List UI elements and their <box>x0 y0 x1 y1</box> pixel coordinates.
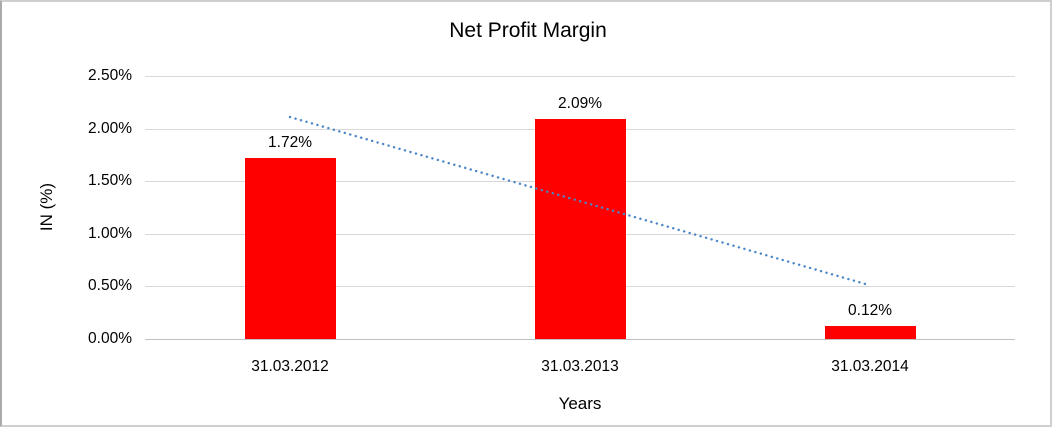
bar-data-label: 0.12% <box>848 302 892 320</box>
bar <box>534 119 626 339</box>
bar <box>824 326 916 339</box>
x-tick-label: 31.03.2012 <box>251 358 329 375</box>
y-tick-label: 0.50% <box>88 277 132 295</box>
gridline <box>145 339 1015 340</box>
gridline <box>145 76 1015 77</box>
x-tick-label: 31.03.2013 <box>541 358 619 375</box>
chart-title: Net Profit Margin <box>449 19 607 42</box>
y-tick-label: 0.00% <box>88 330 132 347</box>
x-axis-title: Years <box>558 394 602 413</box>
plot-area: 1.72% 2.09% 0.12% <box>145 76 1015 340</box>
x-tick-label: 31.03.2014 <box>831 358 909 375</box>
bar <box>244 158 336 339</box>
y-axis-tick-labels: 2.50% 2.00% 1.50% 1.00% 0.50% 0.00% <box>2 67 132 347</box>
trendline <box>288 115 872 287</box>
bar-data-label: 2.09% <box>558 95 602 113</box>
y-tick-label: 1.50% <box>88 172 132 190</box>
y-tick-label: 2.50% <box>88 67 132 84</box>
y-tick-label: 1.00% <box>88 224 132 242</box>
bar-data-label: 1.72% <box>268 134 312 152</box>
y-tick-label: 2.00% <box>88 119 132 137</box>
trendline-path <box>288 115 872 287</box>
x-axis-tick-labels: 31.03.2012 31.03.2013 31.03.2014 <box>145 358 1015 378</box>
